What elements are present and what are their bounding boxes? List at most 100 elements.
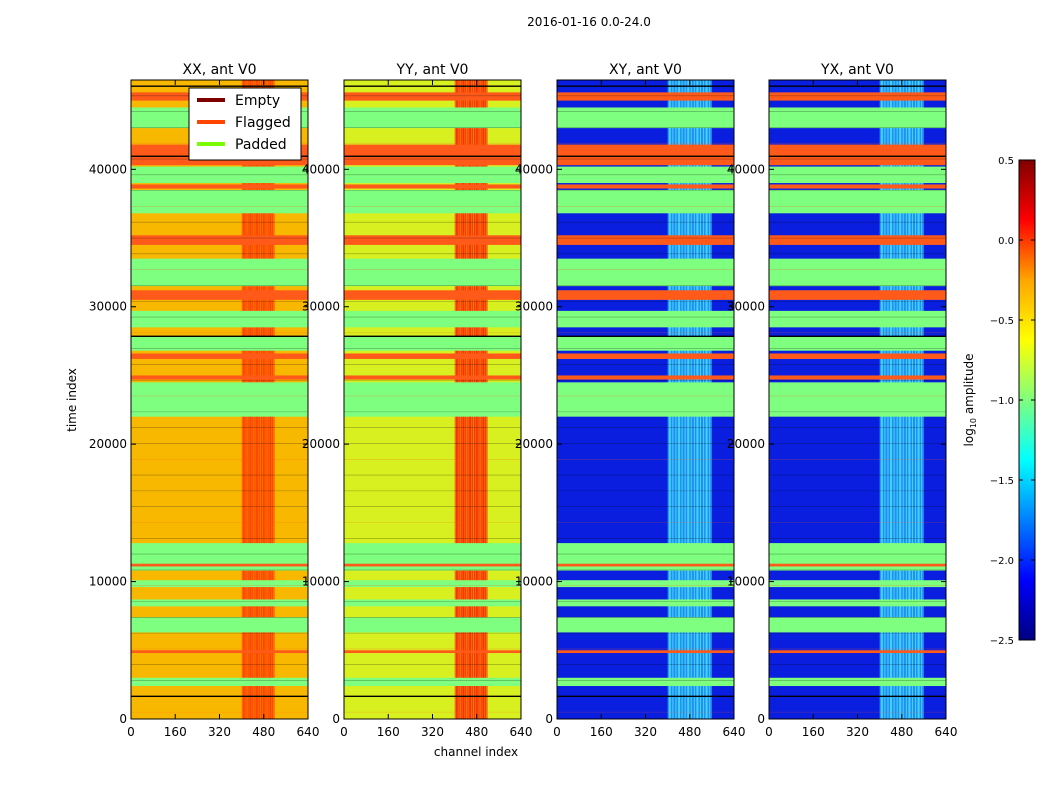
panel-2-flagged-band <box>557 375 734 380</box>
panel-1-flagged-band <box>344 375 521 380</box>
panel-2-ytick-label: 20000 <box>515 437 553 451</box>
panel-3-padded-band <box>769 599 946 607</box>
panel-1-flagged-band <box>344 353 521 359</box>
panel-3-padded-band <box>769 166 946 184</box>
legend-label-empty: Empty <box>235 93 280 109</box>
panel-2-padded-band <box>557 617 734 633</box>
panel-0-empty-band <box>131 335 308 337</box>
panel-1-xtick-label: 160 <box>377 725 400 739</box>
panel-3-padded-band <box>769 617 946 633</box>
panel-1-padded-band <box>344 336 521 351</box>
panel-0-padded-band <box>131 258 308 287</box>
panel-3-ytick-label: 40000 <box>727 162 765 176</box>
panel-1-ytick-label: 20000 <box>302 437 340 451</box>
panel-2-padded-band <box>557 258 734 287</box>
panel-1-padded-band <box>344 677 521 687</box>
panel-2-padded-band <box>557 336 734 351</box>
panel-3-empty-band <box>769 155 946 157</box>
panel-3-padded-band <box>769 310 946 328</box>
panel-2-empty-band <box>557 695 734 698</box>
panel-1: YY, ant V0 0 160 320 480 640 0 10000 20000 30000 4… <box>302 62 533 739</box>
panel-1-flagged-band <box>344 184 521 189</box>
panel-0-padded-band <box>131 599 308 607</box>
panel-0-padded-band <box>131 677 308 687</box>
panel-0-xtick-label: 640 <box>297 725 320 739</box>
panel-3-padded-band <box>769 107 946 129</box>
panel-2-title: XY, ant V0 <box>609 62 682 78</box>
colorbar-label: log10 amplitude <box>962 354 978 447</box>
panel-3-padded-band <box>769 580 946 588</box>
panel-1-flagged-band <box>344 290 521 300</box>
panel-2-flagged-band <box>557 353 734 359</box>
panel-0-flagged-band <box>131 353 308 359</box>
panel-2-empty-band <box>557 155 734 157</box>
panel-3-empty-band <box>769 85 946 87</box>
panels: XX, ant V0 0 160 320 480 640 0 10000 20000 30000 4… <box>89 62 958 739</box>
panel-3-xtick-label: 160 <box>802 725 825 739</box>
panel-1-flagged-band <box>344 563 521 567</box>
panel-3-flagged-band <box>769 290 946 300</box>
panel-1-flagged-band <box>344 650 521 654</box>
panel-1-xtick-label: 480 <box>465 725 488 739</box>
panel-1-ytick-label: 30000 <box>302 300 340 314</box>
panel-0-padded-band <box>131 310 308 328</box>
panel-0-flagged-band <box>131 375 308 380</box>
x-axis-label: channel index <box>434 745 518 759</box>
panel-3-xtick-label: 0 <box>765 725 773 739</box>
panel-1-flagged-band <box>344 235 521 245</box>
colorbar-tick-label: 0.5 <box>998 156 1014 167</box>
panel-0-flagged-band <box>131 650 308 654</box>
panel-3-flagged-band <box>769 184 946 189</box>
panel-0-xtick-label: 480 <box>252 725 275 739</box>
panel-0-ytick-label: 0 <box>119 712 127 726</box>
panel-0-empty-band <box>131 695 308 698</box>
panel-1-padded-band <box>344 189 521 214</box>
panel-2-padded-band <box>557 107 734 129</box>
colorbar-tick-label: −0.5 <box>990 316 1014 327</box>
panel-3-ytick-label: 20000 <box>727 437 765 451</box>
panel-0-xtick-label: 0 <box>127 725 135 739</box>
panel-0-padded-band <box>131 580 308 588</box>
panel-3-xtick-label: 320 <box>846 725 869 739</box>
panel-2-xtick-label: 160 <box>590 725 613 739</box>
panel-2-padded-band <box>557 677 734 687</box>
panel-2-empty-band <box>557 85 734 87</box>
panel-3-padded-band <box>769 677 946 687</box>
panel-1-empty-band <box>344 155 521 157</box>
legend: Empty Flagged Padded <box>188 87 302 161</box>
panel-3-padded-band <box>769 336 946 351</box>
colorbar-tick-label: 0.0 <box>998 236 1014 247</box>
panel-3-flagged-band <box>769 650 946 654</box>
panel-0-padded-band <box>131 336 308 351</box>
panel-1-title: YY, ant V0 <box>396 62 469 78</box>
colorbar: 0.5 0.0 −0.5 −1.0 −1.5 −2.0 −2.5 log10 amplitu… <box>962 156 1036 647</box>
panel-1-xtick-label: 0 <box>340 725 348 739</box>
colorbar-tick-label: −1.5 <box>990 476 1014 487</box>
panel-2-padded-band <box>557 189 734 214</box>
panel-1-padded-band <box>344 382 521 417</box>
panel-2-ytick-label: 10000 <box>515 575 553 589</box>
panel-0-xtick-label: 320 <box>208 725 231 739</box>
panel-0-xtick-label: 160 <box>164 725 187 739</box>
legend-label-flagged: Flagged <box>235 115 291 131</box>
panel-2-xtick-label: 480 <box>678 725 701 739</box>
panel-0: XX, ant V0 0 160 320 480 640 0 10000 20000 30000 4… <box>89 62 320 739</box>
panel-3-padded-band <box>769 382 946 417</box>
panel-2-flagged-band <box>557 650 734 654</box>
panel-3-flagged-band <box>769 144 946 166</box>
colorbar-label-log: log <box>962 428 976 446</box>
panel-2-ytick-label: 0 <box>545 712 553 726</box>
colorbar-tick-label: −1.0 <box>990 396 1014 407</box>
panel-3-flagged-band <box>769 235 946 245</box>
panel-2-flagged-band <box>557 563 734 567</box>
panel-1-xtick-label: 640 <box>510 725 533 739</box>
panel-1-ytick-label: 0 <box>332 712 340 726</box>
panel-1-padded-band <box>344 599 521 607</box>
panel-0-padded-band <box>131 166 308 184</box>
panel-2-padded-band <box>557 310 734 328</box>
panel-3-empty-band <box>769 335 946 337</box>
panel-1-ytick-label: 10000 <box>302 575 340 589</box>
colorbar-label-sub: 10 <box>969 418 978 428</box>
colorbar-tick-label: −2.5 <box>990 636 1014 647</box>
panel-3: YX, ant V0 0 160 320 480 640 0 10000 20000 30000 4… <box>727 62 958 739</box>
